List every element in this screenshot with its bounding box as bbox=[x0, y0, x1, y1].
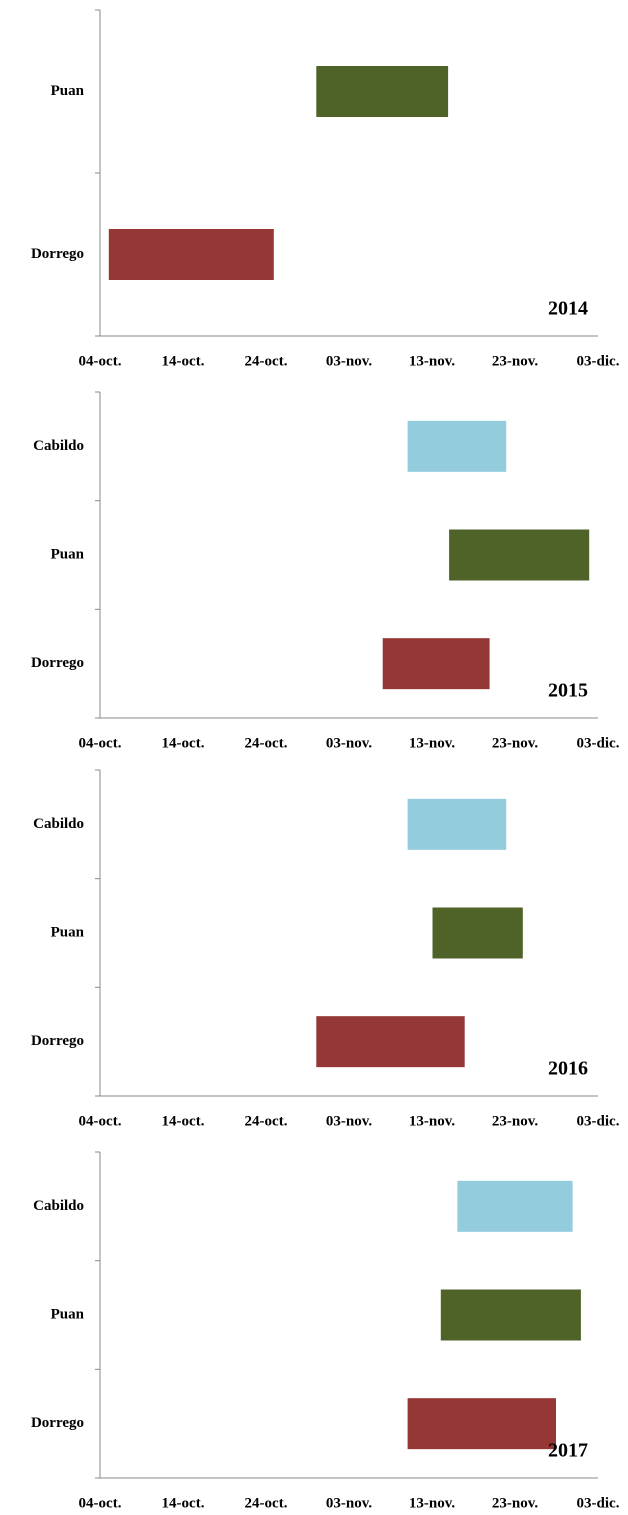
annotation: 2014 bbox=[548, 298, 588, 320]
y-tick-label: Dorrego bbox=[31, 246, 84, 262]
x-tick-label: 14-oct. bbox=[162, 735, 205, 751]
bar bbox=[406, 419, 508, 473]
x-tick-label: 03-dic. bbox=[577, 735, 620, 751]
x-tick-label: 04-oct. bbox=[79, 353, 122, 369]
x-tick-label: 24-oct. bbox=[245, 735, 288, 751]
y-tick-label: Puan bbox=[51, 83, 85, 99]
y-tick-label: Puan bbox=[51, 924, 85, 940]
annotation: 2017 bbox=[548, 1440, 588, 1462]
y-tick-label: Cabildo bbox=[33, 1198, 84, 1214]
x-tick-label: 23-nov. bbox=[492, 735, 539, 751]
x-tick-label: 13-nov. bbox=[409, 353, 456, 369]
y-tick-label: Puan bbox=[51, 1306, 85, 1322]
x-tick-label: 03-nov. bbox=[326, 735, 373, 751]
bar bbox=[431, 906, 524, 960]
bar bbox=[439, 1288, 582, 1342]
x-tick-label: 23-nov. bbox=[492, 1495, 539, 1511]
y-tick-label: Dorrego bbox=[31, 1415, 84, 1431]
bar bbox=[381, 637, 491, 691]
x-tick-label: 03-dic. bbox=[577, 1113, 620, 1129]
x-tick-label: 03-nov. bbox=[326, 1495, 373, 1511]
y-tick-label: Dorrego bbox=[31, 655, 84, 671]
x-tick-label: 23-nov. bbox=[492, 1113, 539, 1129]
x-tick-label: 03-dic. bbox=[577, 1495, 620, 1511]
x-tick-label: 13-nov. bbox=[409, 1495, 456, 1511]
x-tick-label: 03-nov. bbox=[326, 353, 373, 369]
bar bbox=[315, 65, 450, 118]
x-tick-label: 23-nov. bbox=[492, 353, 539, 369]
x-tick-label: 13-nov. bbox=[409, 1113, 456, 1129]
y-tick-label: Cabildo bbox=[33, 438, 84, 454]
x-tick-label: 03-dic. bbox=[577, 353, 620, 369]
x-tick-label: 13-nov. bbox=[409, 735, 456, 751]
bar bbox=[448, 528, 591, 582]
x-tick-label: 24-oct. bbox=[245, 1495, 288, 1511]
annotation: 2016 bbox=[548, 1058, 588, 1080]
bar bbox=[107, 228, 275, 281]
y-tick-label: Puan bbox=[51, 546, 85, 562]
y-tick-label: Cabildo bbox=[33, 816, 84, 832]
bar bbox=[406, 797, 508, 851]
x-tick-label: 24-oct. bbox=[245, 353, 288, 369]
x-tick-label: 03-nov. bbox=[326, 1113, 373, 1129]
bar bbox=[456, 1179, 574, 1233]
x-tick-label: 14-oct. bbox=[162, 353, 205, 369]
x-tick-label: 14-oct. bbox=[162, 1113, 205, 1129]
x-tick-label: 14-oct. bbox=[162, 1495, 205, 1511]
x-tick-label: 04-oct. bbox=[79, 1113, 122, 1129]
x-tick-label: 24-oct. bbox=[245, 1113, 288, 1129]
bar bbox=[315, 1015, 466, 1069]
bar bbox=[406, 1397, 557, 1451]
y-tick-label: Dorrego bbox=[31, 1033, 84, 1049]
annotation: 2015 bbox=[548, 680, 588, 702]
x-tick-label: 04-oct. bbox=[79, 1495, 122, 1511]
x-tick-label: 04-oct. bbox=[79, 735, 122, 751]
